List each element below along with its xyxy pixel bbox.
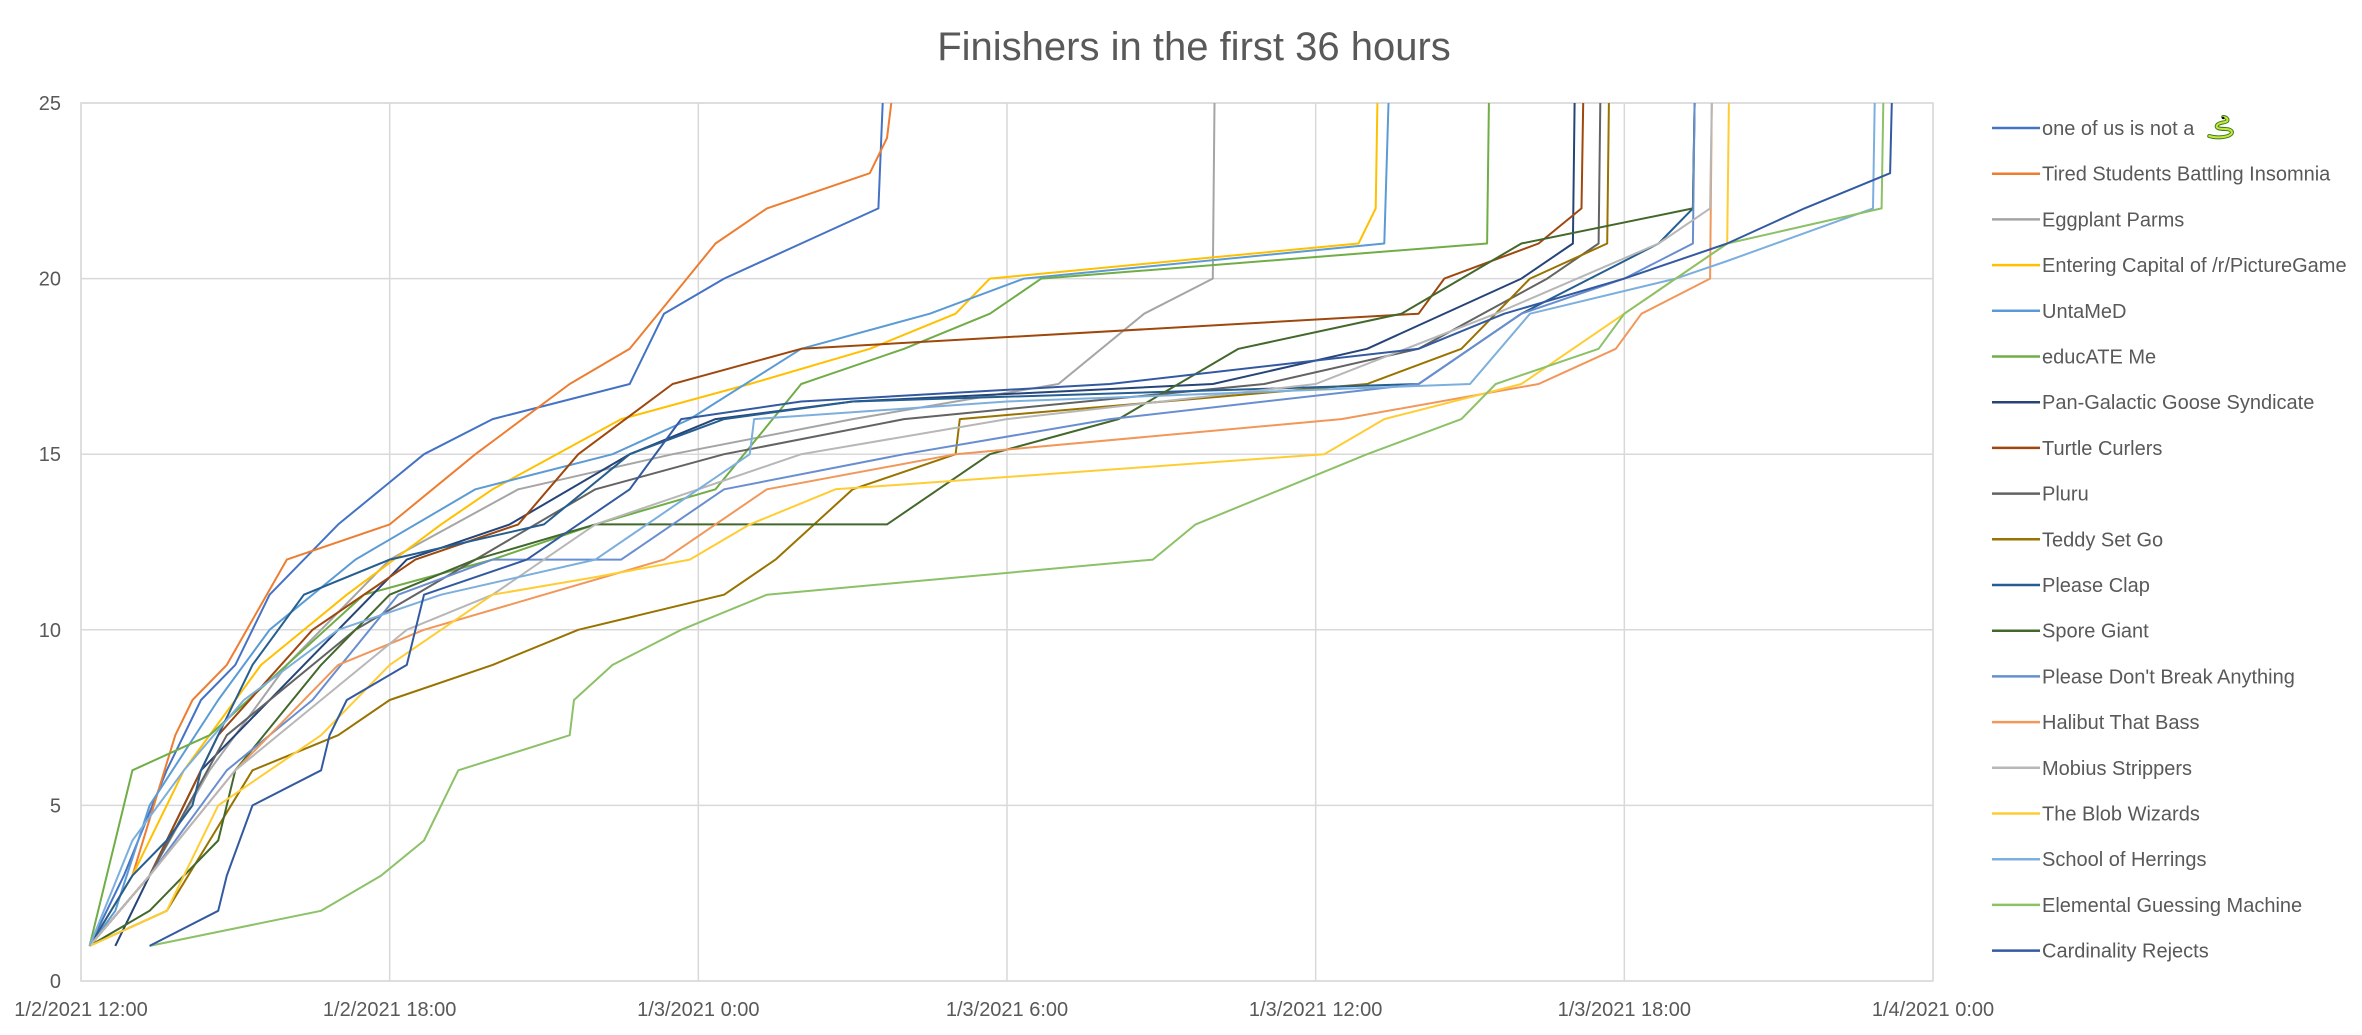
series-line-17: [88, 102, 1876, 947]
legend-label: Teddy Set Go: [2042, 529, 2163, 551]
gridlines: [80, 102, 1934, 982]
legend-label: Please Clap: [2042, 575, 2150, 597]
y-tick-label: 0: [50, 971, 61, 993]
legend-item: School of Herrings: [1992, 849, 2207, 871]
snake-icon: [2207, 115, 2234, 140]
legend-item: Teddy Set Go: [1992, 529, 2163, 551]
legend-item: one of us is not a: [1992, 115, 2234, 140]
legend-item: Cardinality Rejects: [1992, 941, 2209, 963]
series-line-8: [88, 102, 1585, 947]
legend-label: UntaMeD: [2042, 301, 2126, 323]
series-line-3: [88, 102, 1216, 947]
legend-item: Turtle Curlers: [1992, 438, 2162, 460]
x-axis: 1/2/2021 12:00 1/2/2021 18:00 1/3/2021 0:0…: [14, 999, 1994, 1021]
x-tick-label: 1/4/2021 0:00: [1872, 999, 1994, 1021]
x-tick-label: 1/3/2021 0:00: [637, 999, 759, 1021]
series-lines: [88, 102, 1893, 947]
legend-item: Please Clap: [1992, 575, 2150, 597]
legend-item: Mobius Strippers: [1992, 758, 2192, 780]
x-tick-label: 1/3/2021 18:00: [1558, 999, 1691, 1021]
x-tick-label: 1/2/2021 12:00: [14, 999, 147, 1021]
legend-item: Eggplant Parms: [1992, 209, 2184, 231]
series-line-19: [149, 102, 1893, 947]
legend: one of us is not a Tired Students Battlin…: [1992, 115, 2347, 963]
legend-item: Halibut That Bass: [1992, 712, 2200, 734]
legend-label: Halibut That Bass: [2042, 712, 2200, 734]
series-line-5: [88, 102, 1390, 947]
legend-label: Eggplant Parms: [2042, 209, 2184, 231]
legend-label: The Blob Wizards: [2042, 804, 2200, 826]
y-tick-label: 10: [39, 620, 61, 642]
legend-label: Elemental Guessing Machine: [2042, 895, 2302, 917]
legend-label: Pan-Galactic Goose Syndicate: [2042, 392, 2314, 414]
series-line-1: [88, 102, 884, 947]
series-line-15: [88, 102, 1713, 947]
legend-label: Mobius Strippers: [2042, 758, 2192, 780]
y-axis: 0 5 10 15 20 25: [39, 93, 61, 993]
legend-label: one of us is not a: [2042, 118, 2195, 140]
series-line-12: [89, 102, 1696, 947]
legend-label: School of Herrings: [2042, 849, 2207, 871]
series-line-2: [88, 102, 893, 947]
legend-item: Tired Students Battling Insomnia: [1992, 164, 2331, 186]
series-line-10: [89, 102, 1610, 947]
legend-label: Spore Giant: [2042, 621, 2149, 643]
legend-label: Please Don't Break Anything: [2042, 666, 2295, 688]
legend-label: Cardinality Rejects: [2042, 941, 2209, 963]
y-tick-label: 20: [39, 269, 61, 291]
legend-item: Pluru: [1992, 484, 2089, 506]
legend-label: Entering Capital of /r/PictureGame: [2042, 255, 2347, 277]
y-tick-label: 5: [50, 795, 61, 817]
legend-item: Entering Capital of /r/PictureGame: [1992, 255, 2347, 277]
series-line-16: [89, 102, 1730, 947]
legend-label: Turtle Curlers: [2042, 438, 2162, 460]
legend-item: The Blob Wizards: [1992, 804, 2200, 826]
chart-title: Finishers in the first 36 hours: [937, 25, 1451, 69]
legend-label: Pluru: [2042, 484, 2089, 506]
legend-item: Elemental Guessing Machine: [1992, 895, 2302, 917]
y-tick-label: 25: [39, 93, 61, 115]
series-line-9: [88, 102, 1602, 947]
legend-label: educATE Me: [2042, 347, 2156, 369]
x-tick-label: 1/3/2021 6:00: [946, 999, 1068, 1021]
legend-label: Tired Students Battling Insomnia: [2042, 164, 2331, 186]
legend-item: Please Don't Break Anything: [1992, 666, 2295, 688]
series-line-18: [149, 102, 1885, 947]
y-tick-label: 15: [39, 444, 61, 466]
legend-item: educATE Me: [1992, 347, 2156, 369]
x-tick-label: 1/3/2021 12:00: [1249, 999, 1382, 1021]
series-line-11: [88, 102, 1696, 947]
x-tick-label: 1/2/2021 18:00: [323, 999, 456, 1021]
plot-area: [80, 102, 1934, 982]
legend-item: Spore Giant: [1992, 621, 2149, 643]
legend-item: Pan-Galactic Goose Syndicate: [1992, 392, 2314, 414]
series-line-14: [88, 102, 1713, 947]
series-line-13: [88, 102, 1696, 947]
legend-item: UntaMeD: [1992, 301, 2126, 323]
